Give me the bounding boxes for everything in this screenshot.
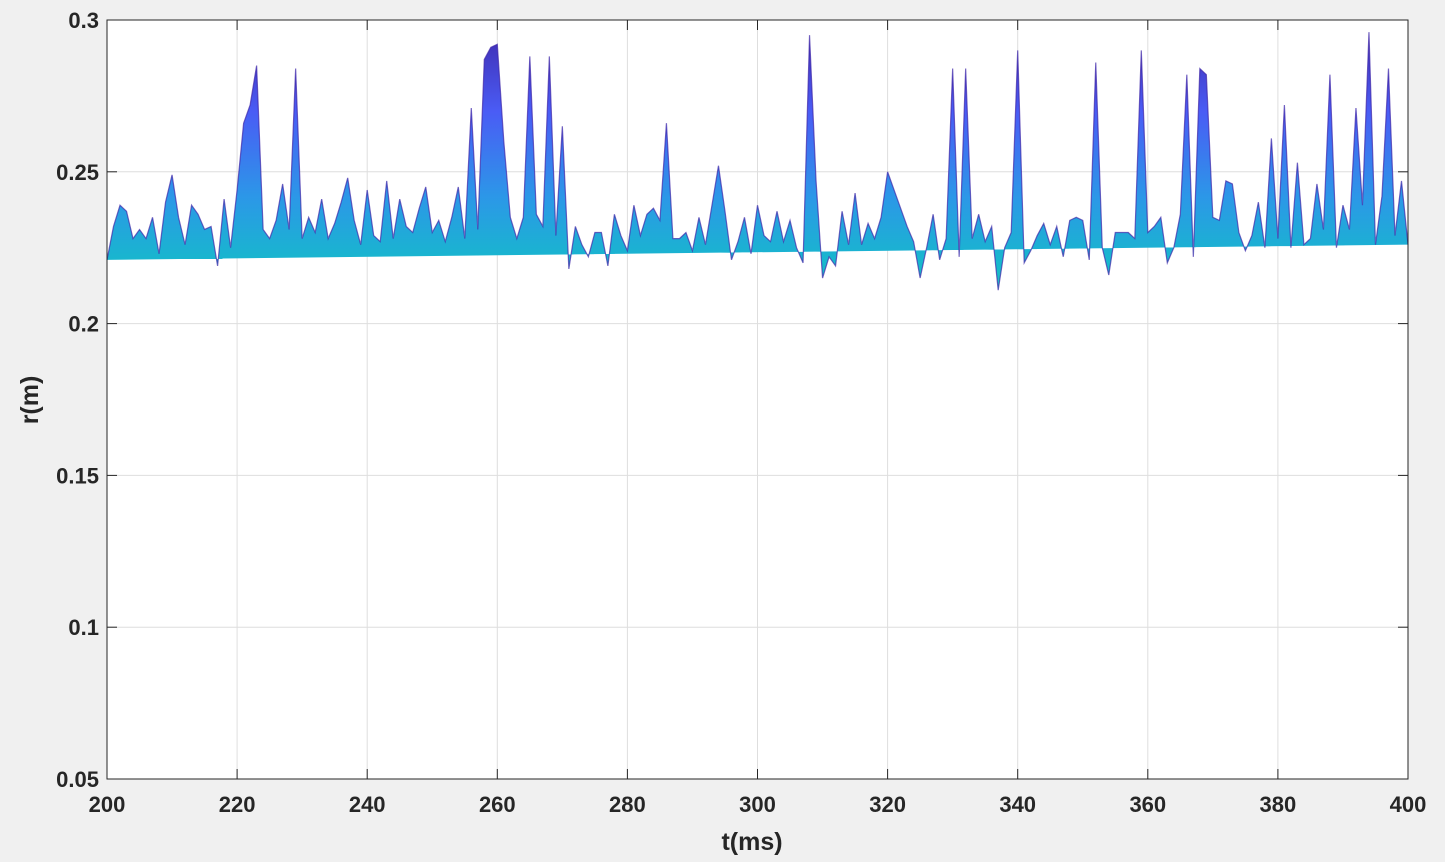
x-tick-label: 340 — [999, 792, 1036, 817]
y-tick-label: 0.3 — [68, 8, 99, 33]
y-tick-label: 0.05 — [56, 767, 99, 792]
series-upper-edge — [106, 32, 1409, 291]
x-axis-label: t(ms) — [721, 828, 782, 856]
x-tick-label: 300 — [739, 792, 776, 817]
series-band — [107, 32, 1408, 291]
x-tick-label: 200 — [89, 792, 126, 817]
x-tick-label: 280 — [609, 792, 646, 817]
x-tick-label: 400 — [1390, 792, 1427, 817]
axis-ticks — [106, 19, 1409, 780]
x-tick-label: 320 — [869, 792, 906, 817]
x-tick-label: 360 — [1129, 792, 1166, 817]
y-tick-label: 0.1 — [68, 615, 99, 640]
x-tick-labels: 200 220 240 260 280 300 320 340 360 380 400 — [89, 792, 1427, 817]
x-tick-label: 260 — [479, 792, 516, 817]
y-axis-label: r(m) — [16, 376, 44, 425]
x-tick-label: 380 — [1260, 792, 1297, 817]
y-tick-label: 0.15 — [56, 463, 99, 488]
x-tick-label: 220 — [219, 792, 256, 817]
y-tick-label: 0.25 — [56, 160, 99, 185]
y-tick-labels: 0.05 0.1 0.15 0.2 0.25 0.3 — [56, 8, 99, 792]
x-tick-label: 240 — [349, 792, 386, 817]
data-bands — [106, 32, 1409, 291]
y-tick-label: 0.2 — [68, 312, 99, 337]
